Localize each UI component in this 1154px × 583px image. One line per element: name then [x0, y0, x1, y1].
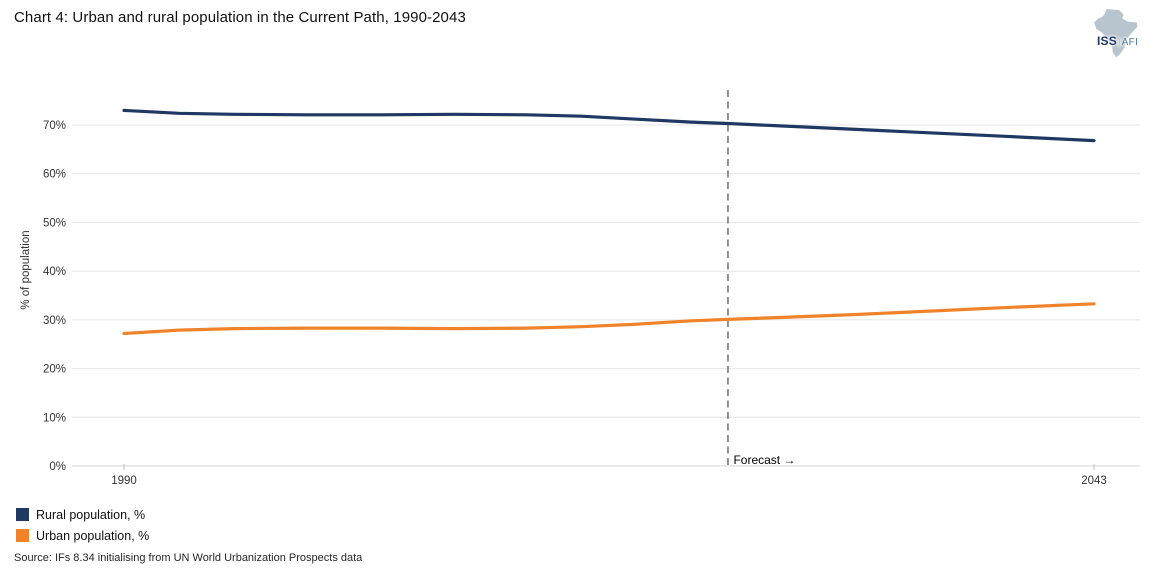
data-series	[122, 108, 1096, 336]
logo-text: ISS|AFI	[1097, 32, 1138, 50]
y-axis-tick-labels: 0% 10% 20% 30% 40% 50% 60% 70%	[43, 120, 66, 473]
logo-afi-label: AFI	[1121, 37, 1139, 48]
y-tick-label: 30%	[43, 315, 66, 327]
legend-label-urban: Urban population, %	[36, 528, 150, 543]
y-axis-title: % of population	[20, 230, 32, 309]
legend-item-urban: Urban population, %	[16, 525, 149, 546]
logo-separator: |	[1117, 37, 1121, 48]
y-tick-label: 60%	[43, 169, 66, 181]
x-tick-label: 1990	[111, 475, 137, 487]
y-tick-label: 70%	[43, 120, 66, 132]
iss-afi-logo: ISS|AFI	[1088, 8, 1142, 60]
urban-color-swatch	[16, 529, 29, 542]
y-tick-label: 40%	[43, 266, 66, 278]
y-tick-label: 10%	[43, 412, 66, 424]
forecast-label: Forecast →	[733, 453, 795, 467]
legend: Rural population, % Urban population, %	[16, 504, 149, 546]
gridlines	[72, 124, 1140, 467]
y-tick-label: 50%	[43, 217, 66, 229]
legend-item-rural: Rural population, %	[16, 504, 149, 525]
logo-iss-label: ISS	[1097, 34, 1117, 48]
source-note: Source: IFs 8.34 initialising from UN Wo…	[14, 552, 363, 564]
y-tick-label: 20%	[43, 364, 66, 376]
chart-title: Chart 4: Urban and rural population in t…	[14, 9, 466, 26]
legend-label-rural: Rural population, %	[36, 507, 146, 522]
x-axis-tick-labels: 1990 2043	[111, 464, 1107, 487]
africa-silhouette	[1094, 9, 1138, 58]
urban-population-line	[122, 302, 1096, 336]
x-tick-label: 2043	[1081, 475, 1107, 487]
rural-color-swatch	[16, 508, 29, 521]
africa-map-icon	[1094, 9, 1138, 58]
rural-population-line	[122, 108, 1096, 143]
y-tick-label: 0%	[49, 461, 66, 473]
